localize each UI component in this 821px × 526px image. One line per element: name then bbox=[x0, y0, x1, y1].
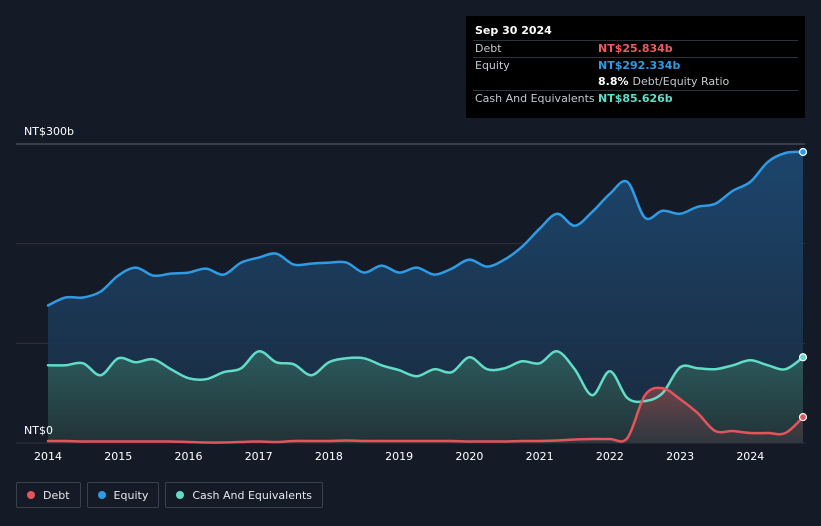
tooltip-date: Sep 30 2024 bbox=[475, 24, 552, 37]
equity-end-marker bbox=[798, 147, 808, 157]
cash-and-equivalents-area bbox=[48, 351, 803, 443]
tooltip-cash-value: NT$85.626b bbox=[598, 92, 673, 105]
legend-item-equity[interactable]: Equity bbox=[86, 482, 160, 508]
cash-and-equivalents-end-marker bbox=[798, 353, 808, 362]
y-tick-label: NT$300b bbox=[24, 125, 74, 138]
tooltip-row-equity: Equity NT$292.334b bbox=[473, 57, 798, 74]
x-tick-label: 2021 bbox=[526, 450, 554, 463]
x-tick-label: 2017 bbox=[245, 450, 273, 463]
debt-area bbox=[48, 387, 803, 443]
y-axis-labels: NT$300b NT$0 bbox=[24, 125, 74, 437]
cash-and-equivalents-line bbox=[46, 350, 805, 404]
legend-item-debt[interactable]: Debt bbox=[16, 482, 81, 508]
tooltip-row-debt: Debt NT$25.834b bbox=[473, 40, 798, 57]
legend-dot-debt bbox=[27, 491, 35, 499]
series-areas bbox=[48, 151, 803, 444]
tooltip-ratio-value: 8.8% bbox=[598, 75, 629, 88]
legend-dot-equity bbox=[97, 491, 106, 499]
legend-dot-cash bbox=[176, 491, 185, 499]
x-tick-label: 2018 bbox=[315, 450, 343, 463]
x-tick-label: 2015 bbox=[104, 450, 132, 463]
equity-line bbox=[46, 150, 805, 307]
legend-label-debt: Debt bbox=[43, 488, 70, 502]
debt-end-marker bbox=[798, 412, 808, 422]
tooltip-row-cash: Cash And Equivalents NT$85.626b bbox=[473, 90, 798, 107]
tooltip-debt-label: Debt bbox=[475, 42, 502, 55]
x-tick-label: 2024 bbox=[736, 450, 764, 463]
x-tick-label: 2023 bbox=[666, 450, 694, 463]
series-end-markers bbox=[798, 147, 808, 422]
legend-item-cash[interactable]: Cash And Equivalents bbox=[165, 482, 323, 508]
series-lines bbox=[46, 150, 805, 444]
x-tick-label: 2014 bbox=[34, 450, 62, 463]
x-tick-label: 2020 bbox=[455, 450, 483, 463]
tooltip-equity-label: Equity bbox=[475, 59, 510, 72]
x-tick-label: 2019 bbox=[385, 450, 413, 463]
legend-label-cash: Cash And Equivalents bbox=[192, 488, 312, 502]
tooltip-equity-value: NT$292.334b bbox=[598, 59, 681, 72]
x-tick-label: 2022 bbox=[596, 450, 624, 463]
tooltip-cash-label: Cash And Equivalents bbox=[475, 92, 595, 105]
chart-legend: Debt Equity Cash And Equivalents bbox=[16, 482, 323, 508]
tooltip-debt-value: NT$25.834b bbox=[598, 42, 673, 55]
x-tick-label: 2016 bbox=[174, 450, 202, 463]
tooltip-ratio-label: Debt/Equity Ratio bbox=[632, 75, 730, 88]
tooltip-panel: Sep 30 2024 Debt NT$25.834b Equity NT$29… bbox=[466, 16, 805, 118]
legend-label-equity: Equity bbox=[113, 488, 149, 502]
x-axis-labels: 2014 2015 2016 2017 2018 2019 2020 2021 2022 2023… bbox=[34, 450, 764, 463]
debt-line bbox=[46, 386, 805, 444]
tooltip-row-ratio: 8.8% Debt/Equity Ratio bbox=[473, 74, 798, 90]
y-tick-label: NT$0 bbox=[24, 424, 53, 437]
